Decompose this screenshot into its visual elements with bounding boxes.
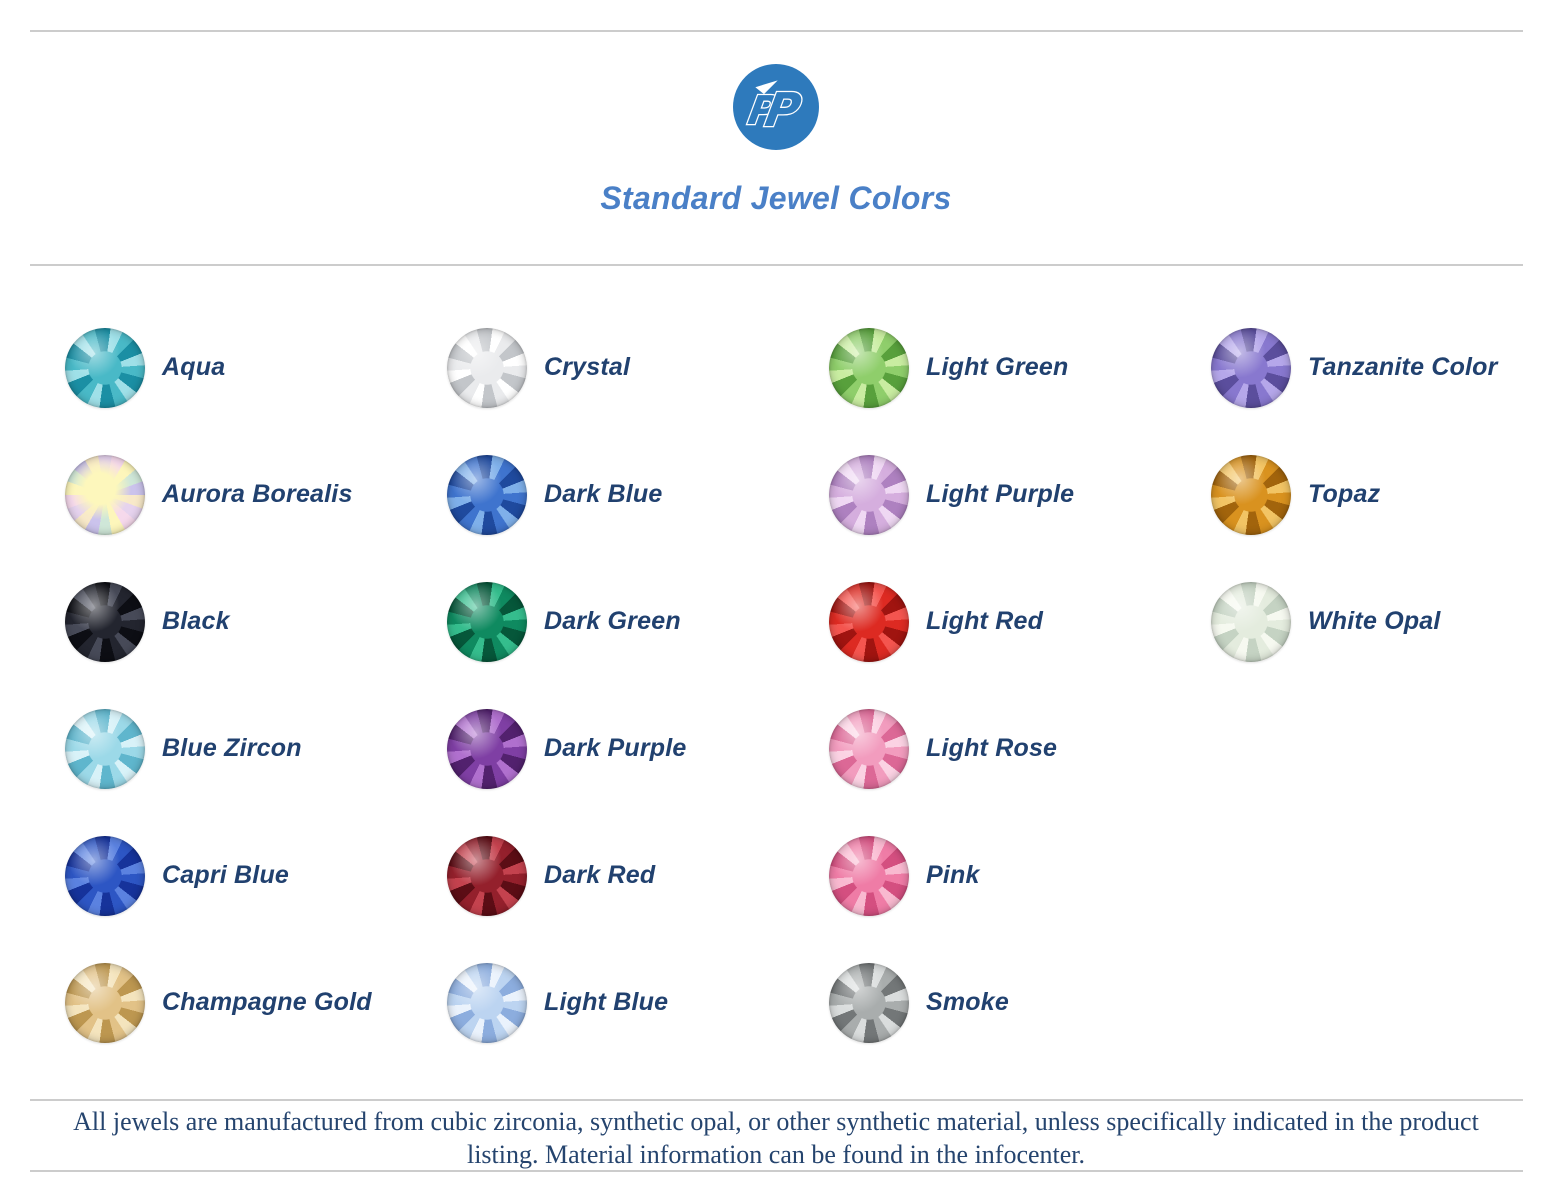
jewel-item: Topaz [1176,431,1552,558]
jewel-item: Tanzanite Color [1176,304,1552,431]
jewel-label: Light Red [926,607,1044,635]
jewel-item: Black [30,558,412,685]
brand-logo: P P [733,64,819,150]
jewel-item: Aqua [30,304,412,431]
jewel-smoke [829,962,909,1043]
jewel-champagne-gold [65,962,145,1043]
jewel-item: Light Blue [412,939,794,1066]
jewel-label: Blue Zircon [162,734,302,762]
jewel-aqua [65,327,145,408]
jewel-item: Dark Red [412,812,794,939]
jewel-label: Dark Purple [544,734,687,762]
jewel-label: Smoke [926,988,1009,1016]
jewel-label: Pink [926,861,980,889]
jewel-label: Dark Red [544,861,656,889]
footer-note: All jewels are manufactured from cubic z… [0,1105,1552,1171]
jewel-label: Light Rose [926,734,1058,762]
jewel-label: Capri Blue [162,861,290,889]
footer-line-1: All jewels are manufactured from cubic z… [73,1107,1479,1136]
jewel-item: Capri Blue [30,812,412,939]
jewel-label: Light Purple [926,480,1075,508]
jewel-item: Blue Zircon [30,685,412,812]
jewel-item: Smoke [794,939,1176,1066]
jewel-capri-blue [65,835,145,916]
jewel-light-green [829,327,909,408]
logo-wing [755,80,778,95]
jewel-light-rose [829,708,909,789]
jewel-dark-purple [447,708,527,789]
jewel-label: Tanzanite Color [1308,353,1498,381]
footer-line-2: listing. Material information can be fou… [466,1140,1086,1169]
jewel-item: Pink [794,812,1176,939]
page-title: Standard Jewel Colors [600,180,952,216]
brand-logo-icon: P P [733,64,819,150]
jewel-label: Crystal [544,353,631,381]
jewel-item: White Opal [1176,558,1552,685]
jewel-black [65,581,145,662]
jewel-item: Light Rose [794,685,1176,812]
jewel-item: Light Green [794,304,1176,431]
jewel-item: Dark Purple [412,685,794,812]
jewel-label: Aurora Borealis [162,480,353,508]
jewel-aurora-borealis [65,454,145,535]
jewel-label: Black [162,607,230,635]
jewel-label: Dark Blue [544,480,663,508]
jewel-item: Light Purple [794,431,1176,558]
jewel-dark-blue [447,454,527,535]
jewel-item: Aurora Borealis [30,431,412,558]
jewel-crystal [447,327,527,408]
jewel-tanzanite-color [1211,327,1291,408]
jewel-label: Topaz [1308,480,1381,508]
divider-top [30,30,1523,32]
jewel-grid: Aqua Aurora Borealis Black Blue Zircon C… [30,304,1552,1066]
jewel-pink [829,835,909,916]
jewel-white-opal [1211,581,1291,662]
divider-bottom [30,1170,1523,1172]
jewel-topaz [1211,454,1291,535]
jewel-label: Light Blue [544,988,669,1016]
jewel-item: Champagne Gold [30,939,412,1066]
jewel-dark-green [447,581,527,662]
jewel-label: Champagne Gold [162,988,372,1016]
jewel-dark-red [447,835,527,916]
jewel-item: Crystal [412,304,794,431]
jewel-label: Dark Green [544,607,681,635]
jewel-label: Light Green [926,353,1069,381]
divider-footer-top [30,1099,1523,1101]
jewel-item: Dark Blue [412,431,794,558]
divider-header [30,264,1523,266]
jewel-label: White Opal [1308,607,1441,635]
jewel-light-blue [447,962,527,1043]
jewel-light-red [829,581,909,662]
jewel-item: Light Red [794,558,1176,685]
jewel-light-purple [829,454,909,535]
jewel-label: Aqua [162,353,226,381]
jewel-blue-zircon [65,708,145,789]
jewel-item: Dark Green [412,558,794,685]
